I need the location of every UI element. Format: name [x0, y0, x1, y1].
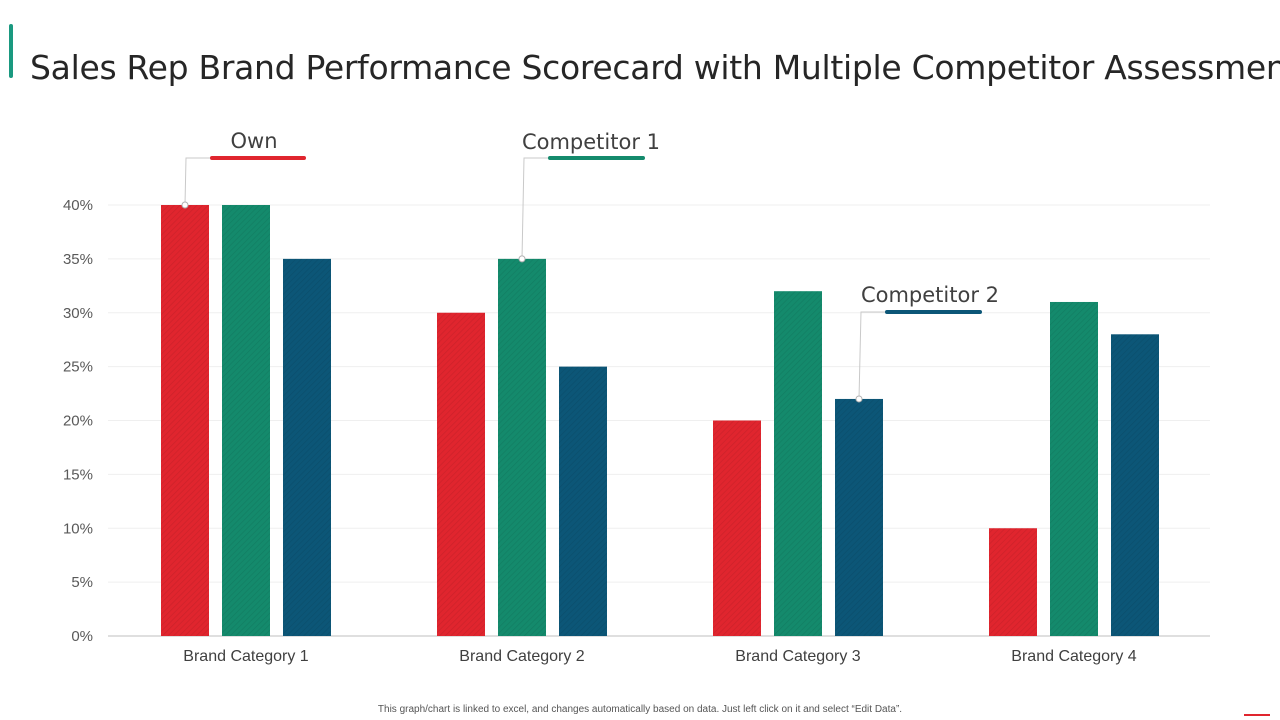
x-tick-label: Brand Category 1 — [183, 648, 309, 665]
bar-texture — [713, 420, 761, 636]
callout-dot — [518, 255, 526, 263]
y-tick-label: 30% — [63, 305, 93, 322]
x-tick-label: Brand Category 4 — [1011, 648, 1137, 665]
legend-label: Competitor 1 — [522, 130, 660, 154]
y-tick-label: 40% — [63, 197, 93, 214]
page-title: Sales Rep Brand Performance Scorecard wi… — [30, 48, 1280, 88]
bar-texture — [1050, 301, 1098, 636]
bar-texture — [498, 258, 546, 636]
callout-dot — [855, 395, 863, 403]
y-tick-label: 10% — [63, 520, 93, 537]
footnote: This graph/chart is linked to excel, and… — [377, 704, 903, 715]
x-tick-label: Brand Category 2 — [459, 648, 585, 665]
y-tick-label: 5% — [71, 574, 93, 591]
legend-label: Competitor 2 — [861, 283, 999, 307]
callout-dot — [181, 201, 189, 209]
y-tick-label: 25% — [63, 359, 93, 376]
title-accent-bar — [9, 24, 13, 78]
bar-texture — [161, 205, 209, 636]
y-tick-label: 15% — [63, 466, 93, 483]
corner-accent — [1244, 714, 1270, 716]
x-tick-label: Brand Category 3 — [735, 648, 861, 665]
callout-leader-line — [184, 157, 212, 206]
bar-texture — [1111, 334, 1159, 636]
y-tick-label: 20% — [63, 413, 93, 430]
y-tick-label: 0% — [71, 628, 93, 645]
bar-texture — [437, 312, 485, 636]
bar-texture — [774, 291, 822, 636]
bar-texture — [559, 366, 607, 636]
bar-texture — [835, 398, 883, 636]
legend-label: Own — [230, 129, 277, 153]
callout-leader-line — [858, 311, 887, 399]
bar-texture — [222, 205, 270, 636]
callout-leader-line — [521, 157, 550, 259]
bar-texture — [989, 528, 1037, 636]
bar-chart: 0% 5% 10% 15% 20% 25% 30% 35% 40% Brand Category … — [63, 129, 1210, 665]
y-tick-label: 35% — [63, 251, 93, 268]
bar-texture — [283, 258, 331, 636]
